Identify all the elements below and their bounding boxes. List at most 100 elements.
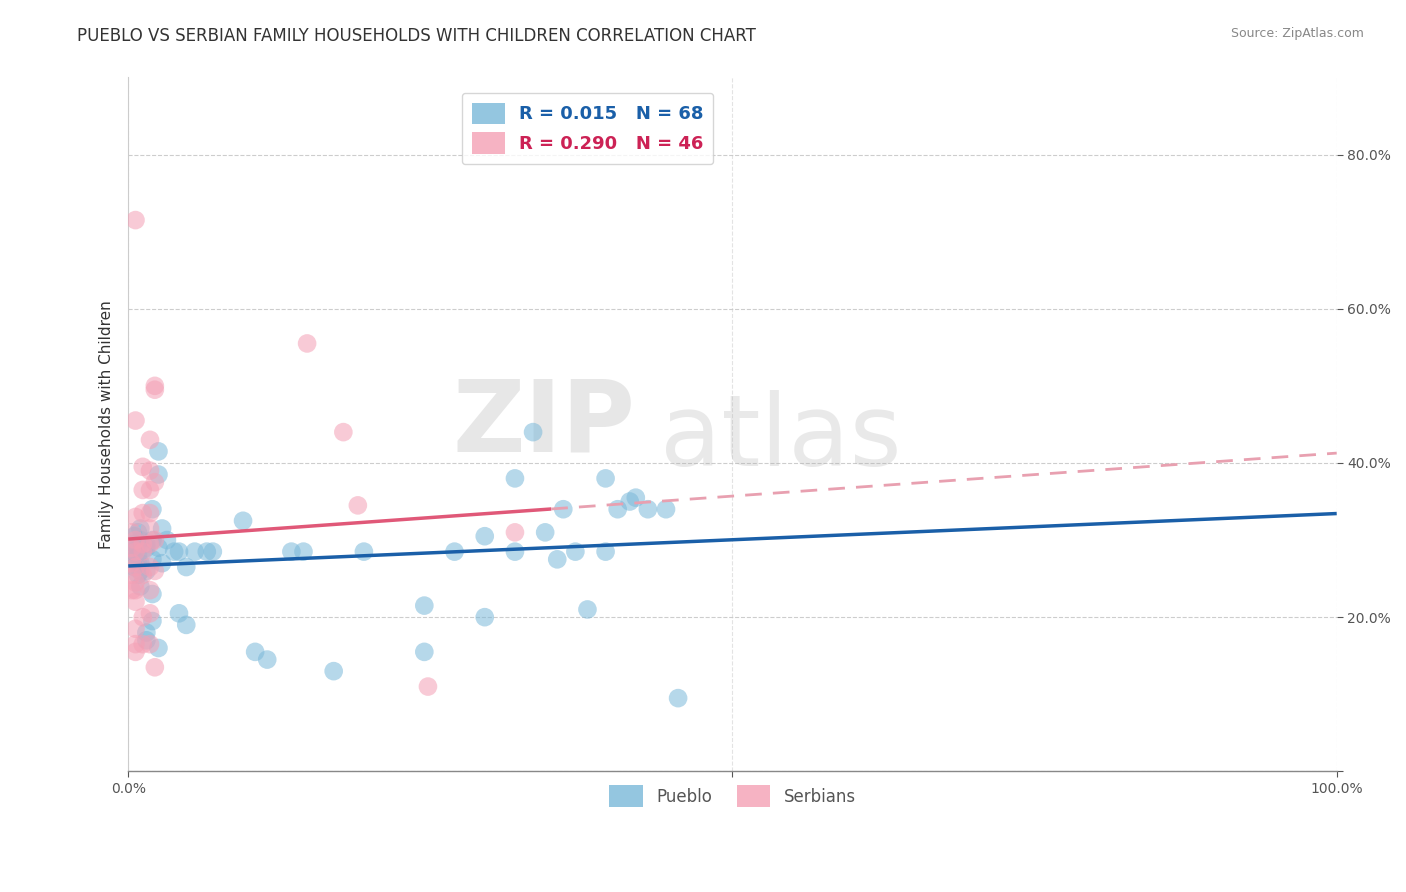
Point [139,506,162,520]
Point [139,607,162,621]
Point [139,464,162,478]
Point [232,514,254,528]
Point [143,475,166,490]
Point [413,599,436,613]
Point [143,379,166,393]
Point [443,544,465,558]
Point [503,471,526,485]
Legend: Pueblo, Serbians: Pueblo, Serbians [600,777,863,815]
Point [129,556,152,570]
Point [141,614,163,628]
Text: atlas: atlas [659,390,901,487]
Point [637,502,659,516]
Point [295,336,318,351]
Point [139,637,162,651]
Point [139,537,162,551]
Point [124,413,146,427]
Point [148,640,170,655]
Point [606,502,628,516]
Point [292,544,315,558]
Point [522,425,544,439]
Point [534,525,557,540]
Point [666,691,689,706]
Point [353,544,375,558]
Point [127,549,149,563]
Point [141,552,163,566]
Point [139,521,162,535]
Point [156,533,179,547]
Point [121,583,143,598]
Point [150,556,173,570]
Point [163,544,186,558]
Point [553,502,575,516]
Point [183,544,205,558]
Point [141,587,163,601]
Point [127,541,149,555]
Point [124,533,146,547]
Point [503,544,526,558]
Point [129,564,152,578]
Point [174,560,197,574]
Point [124,560,146,574]
Point [150,521,173,535]
Point [564,544,586,558]
Point [132,610,155,624]
Point [347,499,370,513]
Point [474,610,496,624]
Point [129,533,152,547]
Text: ZIP: ZIP [453,376,636,473]
Point [256,652,278,666]
Point [124,575,146,590]
Point [132,537,155,551]
Point [124,583,146,598]
Point [619,494,641,508]
Point [174,618,197,632]
Point [124,552,146,566]
Point [135,541,157,555]
Point [143,660,166,674]
Point [595,471,617,485]
Point [167,544,190,558]
Point [148,467,170,482]
Point [413,645,436,659]
Point [129,579,152,593]
Point [135,564,157,578]
Point [121,541,143,555]
Point [132,544,155,558]
Point [139,433,162,447]
Point [280,544,302,558]
Point [141,533,163,547]
Point [143,533,166,547]
Point [195,544,218,558]
Point [576,602,599,616]
Point [143,383,166,397]
Point [129,521,152,535]
Text: PUEBLO VS SERBIAN FAMILY HOUSEHOLDS WITH CHILDREN CORRELATION CHART: PUEBLO VS SERBIAN FAMILY HOUSEHOLDS WITH… [77,27,756,45]
Point [121,525,143,540]
Point [124,544,146,558]
Point [474,529,496,543]
Point [139,483,162,497]
Point [124,537,146,551]
Point [124,560,146,574]
Point [595,544,617,558]
Point [139,560,162,574]
Point [127,525,149,540]
Point [332,425,354,439]
Point [132,637,155,651]
Point [167,607,190,621]
Point [124,213,146,227]
Point [135,537,157,551]
Point [127,556,149,570]
Point [139,583,162,598]
Point [141,502,163,516]
Point [132,483,155,497]
Point [124,645,146,659]
Point [124,529,146,543]
Point [124,622,146,636]
Point [132,506,155,520]
Y-axis label: Family Households with Children: Family Households with Children [100,300,114,549]
Point [135,633,157,648]
Point [243,645,266,659]
Point [132,567,155,582]
